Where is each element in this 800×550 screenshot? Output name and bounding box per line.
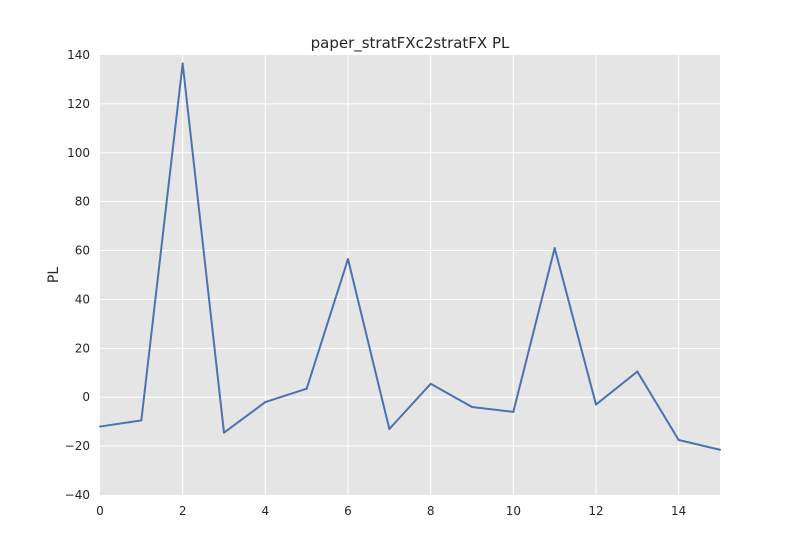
x-axis-ticks: 0 2 4 6 8 10 12 14: [96, 504, 686, 518]
x-tick-label: 10: [506, 504, 521, 518]
series-layer: [99, 62, 721, 451]
data-point: [677, 439, 680, 441]
data-point: [223, 431, 225, 434]
y-tick-label: −40: [65, 488, 90, 502]
data-point: [347, 258, 349, 261]
data-point: [140, 419, 143, 422]
y-tick-label: 80: [75, 195, 90, 209]
data-point: [264, 401, 267, 404]
y-tick-label: 40: [75, 292, 90, 306]
y-axis-label: PL: [46, 267, 62, 283]
plot-area: [100, 55, 720, 495]
y-axis-ticks: −40 −20 0 20 40 60 80 100 120 140: [65, 48, 90, 502]
x-tick-label: 8: [427, 504, 435, 518]
x-tick-label: 0: [96, 504, 104, 518]
data-point: [429, 382, 432, 385]
x-tick-label: 6: [344, 504, 352, 518]
y-tick-label: 0: [82, 390, 90, 404]
x-tick-label: 14: [671, 504, 686, 518]
y-tick-label: 60: [75, 244, 90, 258]
series-line: [99, 62, 721, 451]
y-tick-label: 120: [67, 97, 90, 111]
data-point: [471, 406, 473, 408]
x-tick-label: 12: [588, 504, 603, 518]
data-point: [388, 428, 391, 430]
x-tick-label: 2: [179, 504, 187, 518]
y-tick-label: 140: [67, 48, 90, 62]
data-point: [512, 410, 515, 413]
data-point: [719, 448, 721, 451]
y-tick-label: 100: [67, 146, 90, 160]
y-tick-label: −20: [65, 439, 90, 453]
x-tick-label: 4: [262, 504, 270, 518]
y-tick-label: 20: [75, 341, 90, 355]
data-point: [99, 425, 101, 428]
data-point: [305, 387, 308, 390]
chart-title: paper_stratFXc2stratFX PL: [311, 34, 510, 53]
data-point: [636, 370, 639, 373]
data-point: [181, 62, 184, 65]
data-point: [595, 403, 597, 406]
data-point: [553, 247, 556, 250]
